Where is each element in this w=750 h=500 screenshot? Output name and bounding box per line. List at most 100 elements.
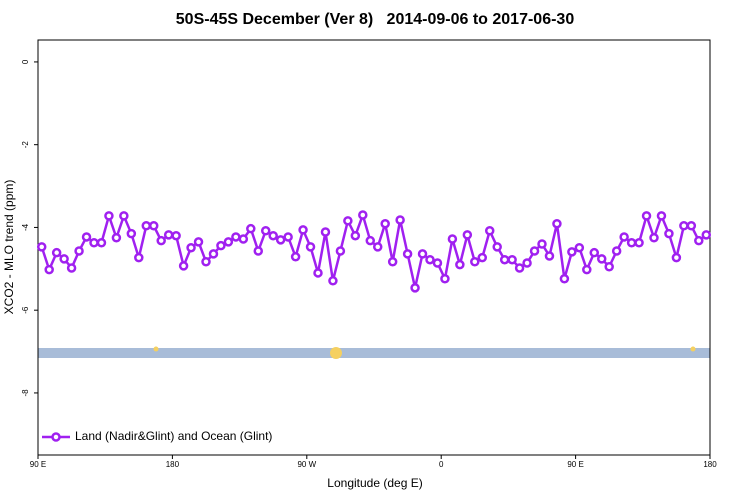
point <box>641 211 652 221</box>
x-tick-label: 0 <box>439 460 444 469</box>
point <box>701 230 712 240</box>
x-tick-label: 90 W <box>297 460 316 469</box>
point <box>81 232 92 242</box>
point <box>104 211 114 221</box>
point <box>656 211 667 221</box>
point <box>679 221 689 231</box>
point <box>216 240 226 251</box>
point <box>372 242 383 252</box>
point <box>611 246 622 256</box>
point <box>51 247 62 258</box>
point <box>283 232 293 242</box>
point <box>447 234 458 244</box>
point <box>514 263 525 273</box>
point <box>268 230 278 241</box>
point <box>163 230 174 240</box>
point <box>358 210 368 220</box>
point <box>134 252 144 263</box>
x-tick-label: 180 <box>166 460 180 469</box>
y-tick-label: -2 <box>21 141 30 149</box>
point <box>425 254 435 265</box>
chart-title: 50S-45S December (Ver 8) 2014-09-06 to 2… <box>176 11 575 28</box>
point <box>671 252 682 263</box>
point <box>365 235 376 246</box>
point <box>320 227 331 237</box>
point <box>470 257 480 267</box>
point <box>193 237 204 247</box>
point <box>626 237 637 248</box>
point <box>231 232 241 242</box>
point <box>522 258 532 268</box>
point <box>596 254 607 264</box>
series-line <box>40 210 708 289</box>
point <box>290 252 301 262</box>
point <box>686 221 697 231</box>
y-tick-label: -4 <box>21 223 30 231</box>
point <box>208 249 219 259</box>
point <box>649 233 659 243</box>
point <box>186 242 196 253</box>
point <box>44 264 54 275</box>
point <box>455 259 465 270</box>
point <box>36 242 47 252</box>
point <box>148 221 159 231</box>
point <box>664 228 674 239</box>
point <box>507 254 517 265</box>
point <box>298 225 308 235</box>
point <box>604 261 614 272</box>
surface-marker <box>330 347 342 359</box>
point <box>335 246 346 256</box>
y-tick-label: -8 <box>21 389 30 397</box>
point <box>589 247 600 258</box>
point <box>59 254 69 264</box>
point <box>694 235 704 246</box>
point <box>582 264 592 275</box>
point <box>238 234 249 244</box>
point <box>567 247 577 257</box>
point <box>328 276 338 286</box>
y-tick-label: 0 <box>21 59 30 64</box>
surface-strip <box>38 348 710 358</box>
point <box>552 218 562 229</box>
point <box>462 230 473 240</box>
point <box>440 273 450 284</box>
surface-marker <box>153 346 159 352</box>
point <box>537 239 547 249</box>
point <box>246 223 256 234</box>
point <box>96 237 107 248</box>
point <box>559 273 570 284</box>
point <box>343 216 353 226</box>
point <box>477 252 488 263</box>
point <box>529 246 540 256</box>
point <box>253 246 264 256</box>
legend-marker <box>51 432 61 442</box>
y-tick-label: -6 <box>21 306 30 314</box>
point <box>178 261 189 271</box>
point <box>634 237 644 248</box>
point <box>275 235 286 245</box>
x-tick-label: 180 <box>703 460 717 469</box>
point <box>74 246 84 256</box>
point <box>432 258 443 268</box>
point <box>619 232 629 242</box>
x-tick-label: 90 E <box>567 460 583 469</box>
point <box>380 218 390 229</box>
point <box>89 237 99 248</box>
point <box>544 251 555 261</box>
point <box>126 228 137 239</box>
point <box>574 242 585 253</box>
point <box>260 225 271 236</box>
point <box>111 233 122 243</box>
legend-label: Land (Nadir&Glint) and Ocean (Glint) <box>75 429 272 443</box>
point <box>223 237 234 247</box>
y-axis-label: XCO2 - MLO trend (ppm) <box>2 180 16 315</box>
point <box>410 283 420 293</box>
point <box>350 230 361 241</box>
point <box>201 257 211 267</box>
point <box>141 221 152 231</box>
point <box>313 268 323 278</box>
point <box>492 242 502 252</box>
point <box>66 263 77 273</box>
point <box>499 254 510 265</box>
point <box>484 225 495 236</box>
